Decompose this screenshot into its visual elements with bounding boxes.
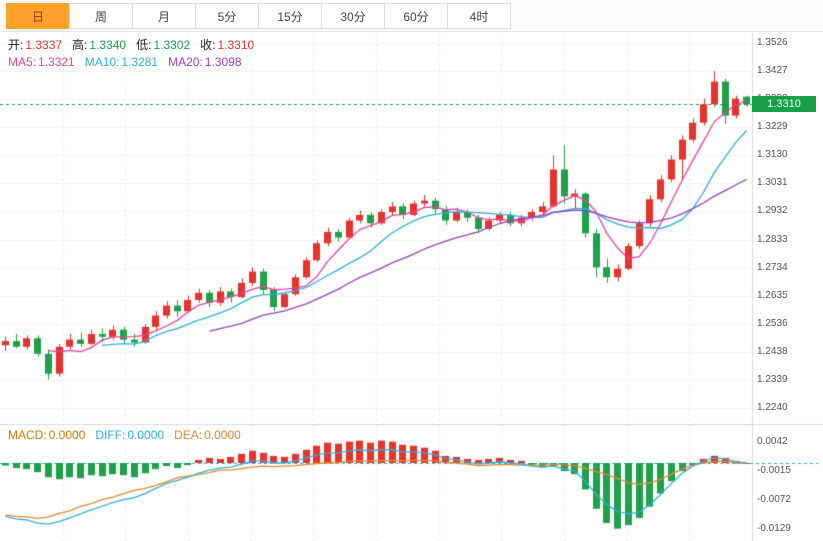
tab-30min[interactable]: 30分 (321, 2, 385, 29)
tab-month[interactable]: 月 (132, 2, 196, 29)
tab-day[interactable]: 日 (6, 2, 70, 29)
tab-week[interactable]: 周 (69, 2, 133, 29)
tab-15min[interactable]: 15分 (258, 2, 322, 29)
tab-4hour[interactable]: 4时 (447, 2, 511, 29)
interval-tabbar: 日 周 月 5分 15分 30分 60分 4时 (0, 0, 823, 32)
tab-5min[interactable]: 5分 (195, 2, 259, 29)
tab-60min[interactable]: 60分 (384, 2, 448, 29)
